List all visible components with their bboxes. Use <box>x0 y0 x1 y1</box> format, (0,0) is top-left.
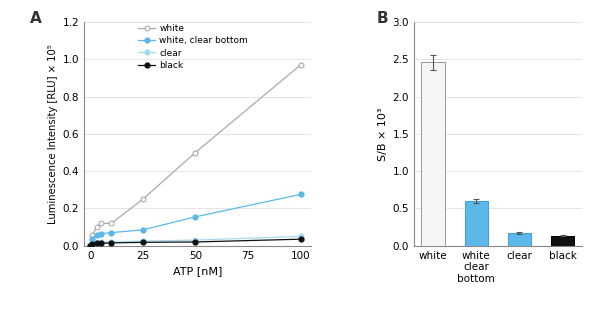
clear <box>108 240 115 244</box>
white <box>108 221 115 225</box>
white, clear bottom <box>297 192 304 196</box>
Line: white, clear bottom: white, clear bottom <box>88 192 303 248</box>
clear <box>89 242 96 246</box>
Y-axis label: S/B × 10³: S/B × 10³ <box>378 107 388 161</box>
white <box>89 233 96 237</box>
clear <box>87 243 94 247</box>
white <box>93 225 100 229</box>
white <box>297 63 304 67</box>
Bar <box>508 233 531 246</box>
clear <box>97 240 104 244</box>
Text: B: B <box>377 11 388 26</box>
white, clear bottom <box>192 215 199 219</box>
black <box>97 241 104 245</box>
white, clear bottom <box>139 228 146 232</box>
black <box>108 241 115 245</box>
white, clear bottom <box>108 231 115 235</box>
black <box>297 237 304 241</box>
white, clear bottom <box>97 232 104 236</box>
Bar <box>421 62 445 246</box>
Y-axis label: Luminescence Intensity [RLU] × 10⁵: Luminescence Intensity [RLU] × 10⁵ <box>49 44 58 224</box>
Line: black: black <box>88 237 303 248</box>
white, clear bottom <box>93 233 100 237</box>
Line: clear: clear <box>88 234 303 248</box>
white <box>97 221 104 225</box>
Bar <box>464 201 488 246</box>
Legend: white, white, clear bottom, clear, black: white, white, clear bottom, clear, black <box>139 24 248 70</box>
Line: white: white <box>88 62 303 248</box>
white, clear bottom <box>89 237 96 241</box>
black <box>89 242 96 246</box>
Bar <box>551 236 574 246</box>
black <box>93 242 100 245</box>
clear <box>139 239 146 243</box>
clear <box>297 234 304 238</box>
white <box>192 151 199 154</box>
white, clear bottom <box>87 243 94 247</box>
black <box>87 244 94 248</box>
white <box>139 197 146 201</box>
X-axis label: ATP [nM]: ATP [nM] <box>173 266 222 276</box>
clear <box>93 241 100 245</box>
white <box>87 243 94 247</box>
black <box>192 240 199 244</box>
Text: A: A <box>29 11 41 26</box>
black <box>139 240 146 244</box>
clear <box>192 238 199 242</box>
